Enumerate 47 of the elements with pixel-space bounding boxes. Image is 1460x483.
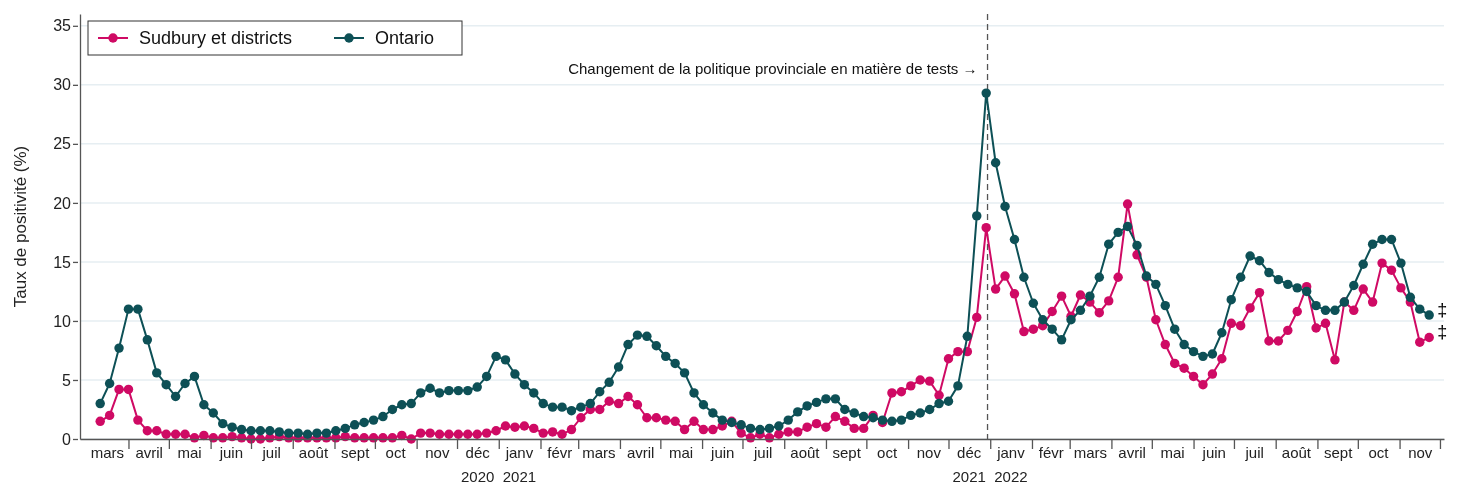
y-tick-label: 25 bbox=[53, 135, 72, 153]
legend-label: Sudbury et districts bbox=[139, 28, 293, 49]
x-tick-label: juin bbox=[1201, 443, 1226, 461]
y-tick-label: 10 bbox=[53, 312, 72, 330]
x-tick-label: avril bbox=[626, 443, 655, 461]
x-tick-label: août bbox=[1281, 443, 1312, 461]
y-axis-title: Taux de positivité (%) bbox=[11, 145, 30, 308]
x-tick-label: oct bbox=[1368, 443, 1390, 461]
x-tick-label: sept bbox=[341, 443, 371, 461]
x-tick-label: sept bbox=[1323, 443, 1354, 461]
x-tick-label: juin bbox=[218, 443, 243, 461]
x-tick-label: janv 2021 bbox=[502, 443, 537, 483]
y-tick-label: 30 bbox=[53, 76, 72, 94]
x-tick-label: août bbox=[790, 443, 821, 461]
x-tick-label: juil bbox=[753, 443, 773, 461]
x-tick-label: août bbox=[298, 443, 329, 461]
y-tick-label: 20 bbox=[53, 194, 72, 212]
x-tick-label: sept bbox=[832, 443, 862, 461]
x-tick-label: oct bbox=[385, 443, 407, 461]
x-tick-label: oct bbox=[877, 443, 898, 461]
x-tick-label: mai bbox=[1160, 443, 1185, 461]
y-tick-label: 15 bbox=[53, 253, 72, 271]
annotation: ‡ bbox=[1437, 322, 1448, 343]
x-tick-label: mai bbox=[177, 443, 202, 461]
x-tick-label: nov bbox=[1408, 443, 1433, 461]
x-tick-label: nov bbox=[916, 443, 942, 461]
y-tick-label: 0 bbox=[62, 430, 72, 448]
x-tick-label: déc 2020 bbox=[461, 443, 495, 483]
x-tick-label: janv 2022 bbox=[994, 443, 1028, 483]
ref-line-label: Changement de la politique provinciale en matière de tests → bbox=[568, 60, 978, 77]
x-tick-label: juil bbox=[261, 443, 281, 461]
x-tick-label: mars bbox=[90, 443, 125, 461]
x-tick-label: avril bbox=[135, 443, 163, 461]
x-tick-label: mai bbox=[668, 443, 694, 461]
x-tick-label: févr bbox=[1038, 443, 1064, 461]
x-tick-label: mars bbox=[1073, 443, 1108, 461]
x-tick-label: juil bbox=[1244, 443, 1264, 461]
x-tick-label: juin bbox=[710, 443, 735, 461]
x-tick-label: nov bbox=[425, 443, 450, 461]
x-tick-label: mars bbox=[582, 443, 616, 461]
y-tick-label: 5 bbox=[62, 371, 72, 389]
x-tick-label: déc 2021 bbox=[952, 443, 986, 483]
x-tick-label: avril bbox=[1118, 443, 1146, 461]
legend-label: Ontario bbox=[375, 28, 435, 49]
y-tick-label: 35 bbox=[53, 17, 72, 35]
annotation: ‡ bbox=[1437, 300, 1448, 321]
x-tick-label: févr bbox=[547, 443, 573, 461]
